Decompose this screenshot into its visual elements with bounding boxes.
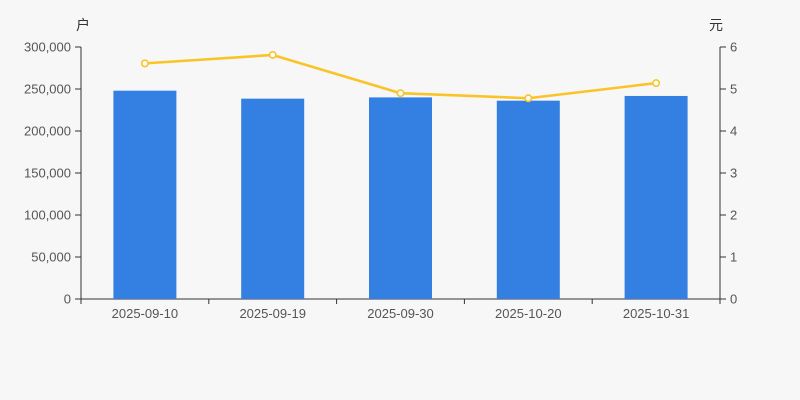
left-axis-unit-label: 户	[76, 17, 90, 33]
bar[interactable]	[241, 98, 305, 299]
left-tick-label: 250,000	[24, 82, 71, 97]
right-tick-label: 2	[730, 208, 737, 223]
bar-series	[113, 90, 688, 300]
bar[interactable]	[369, 97, 432, 300]
x-category-label: 2025-10-20	[495, 306, 562, 321]
line-marker[interactable]	[140, 59, 149, 68]
left-tick-label: 200,000	[24, 124, 71, 139]
left-tick-label: 300,000	[24, 40, 71, 55]
bar[interactable]	[113, 90, 177, 300]
left-tick-label: 100,000	[24, 208, 71, 223]
line-marker[interactable]	[396, 89, 405, 98]
right-tick-label: 1	[730, 250, 737, 265]
right-tick-label: 3	[730, 166, 737, 181]
right-tick-label: 5	[730, 82, 737, 97]
line-marker[interactable]	[524, 94, 533, 103]
right-axis-ticks: 0 1 2 3 4 5 6	[720, 40, 737, 307]
right-tick-label: 0	[730, 292, 737, 307]
right-tick-label: 6	[730, 40, 737, 55]
x-category-label: 2025-09-30	[367, 306, 434, 321]
x-category-label: 2025-09-19	[239, 306, 306, 321]
x-category-label: 2025-09-10	[112, 306, 179, 321]
line-marker[interactable]	[652, 79, 661, 88]
right-tick-label: 4	[730, 124, 737, 139]
x-axis-ticks: 2025-09-10 2025-09-19 2025-09-30 2025-10-20…	[80, 299, 721, 321]
right-axis-unit-label: 元	[709, 17, 723, 33]
line-series	[140, 50, 661, 103]
left-axis-ticks: 0 50,000 100,000 150,000 200,000 250,000 300,0…	[24, 40, 81, 307]
x-category-label: 2025-10-31	[623, 306, 690, 321]
bar[interactable]	[624, 95, 688, 299]
bar[interactable]	[496, 100, 560, 300]
left-tick-label: 150,000	[24, 166, 71, 181]
line-marker[interactable]	[268, 50, 277, 59]
left-tick-label: 50,000	[31, 250, 71, 265]
left-tick-label: 0	[64, 292, 71, 307]
